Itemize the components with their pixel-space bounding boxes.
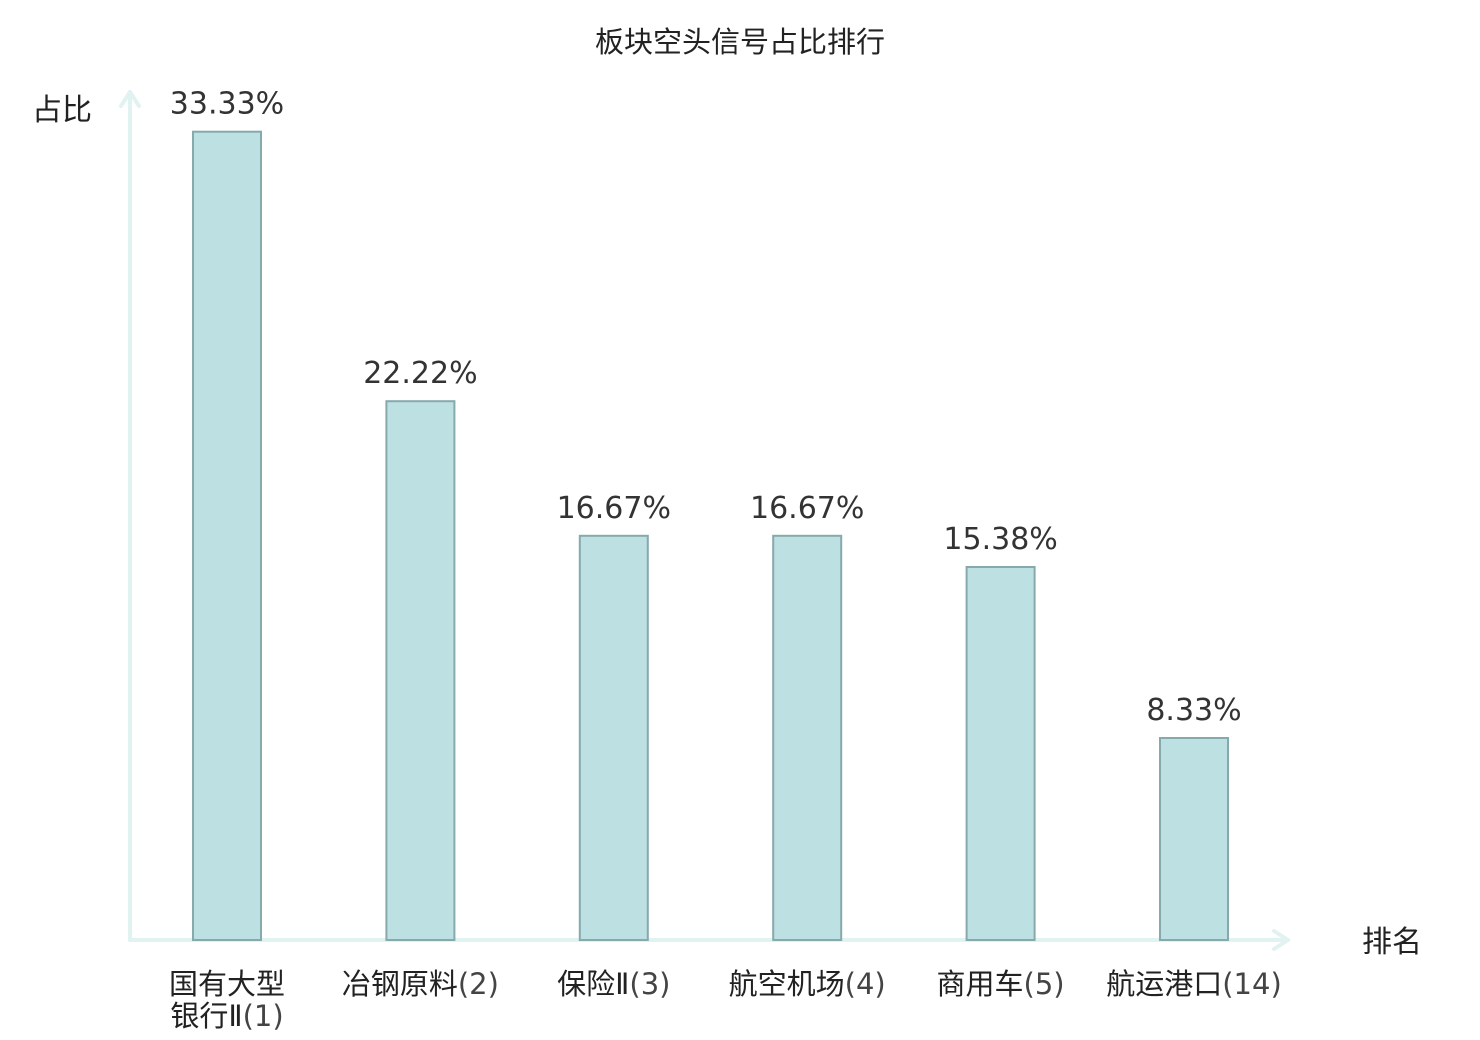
bar-3: [578, 534, 649, 941]
category-label-2: 冶钢原料(2): [342, 967, 499, 1001]
x-axis-arrow: [1272, 929, 1290, 951]
category-label-5: 商用车(5): [937, 967, 1065, 1001]
category-label-4: 航空机场(4): [729, 967, 886, 1001]
chart-title: 板块空头信号占比排行: [595, 25, 885, 59]
bars: [192, 130, 1229, 941]
y-axis-arrow: [119, 90, 141, 108]
value-label-4: 16.67%: [750, 491, 864, 526]
category-label-6: 航运港口(14): [1106, 967, 1282, 1001]
value-label-5: 15.38%: [943, 522, 1057, 557]
bar-4: [772, 534, 843, 941]
value-label-1: 33.33%: [170, 87, 284, 122]
value-labels: 33.33% 22.22% 16.67% 16.67% 15.38% 8.33%: [170, 87, 1242, 728]
bar-1: [192, 130, 262, 941]
category-label-3: 保险Ⅱ(3): [557, 967, 670, 1001]
value-label-3: 16.67%: [557, 491, 671, 526]
bar-5: [965, 566, 1036, 941]
axes: [119, 90, 1290, 951]
x-axis-label: 排名: [1362, 925, 1422, 960]
y-axis-label: 占比: [32, 93, 92, 128]
category-label-1-line-2: 银行Ⅱ(1): [170, 999, 283, 1033]
category-label-1-line-1: 国有大型: [169, 967, 285, 1001]
value-label-6: 8.33%: [1146, 693, 1241, 728]
bar-2: [385, 400, 456, 941]
bar-6: [1159, 737, 1229, 941]
value-label-2: 22.22%: [363, 356, 477, 391]
